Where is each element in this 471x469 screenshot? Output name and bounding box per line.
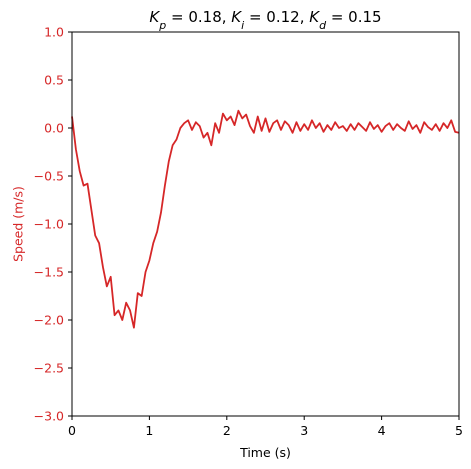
x-tick-label: 3 bbox=[300, 423, 308, 438]
y-tick-label: −3.0 bbox=[34, 409, 64, 424]
y-tick-label: −2.0 bbox=[34, 313, 64, 328]
x-axis-ticks: 0 1 2 3 4 5 bbox=[68, 416, 463, 438]
x-tick-label: 5 bbox=[455, 423, 463, 438]
y-axis-label: Speed (m/s) bbox=[11, 186, 26, 262]
y-tick-label: −1.0 bbox=[34, 217, 64, 232]
y-tick-label: −2.5 bbox=[34, 361, 64, 376]
x-axis-label: Time (s) bbox=[239, 445, 291, 460]
y-tick-label: −1.5 bbox=[34, 265, 64, 280]
x-tick-label: 4 bbox=[378, 423, 386, 438]
y-tick-label: 0.5 bbox=[44, 73, 64, 88]
y-tick-label: 1.0 bbox=[44, 25, 64, 40]
x-tick-label: 0 bbox=[68, 423, 76, 438]
x-tick-label: 1 bbox=[145, 423, 153, 438]
y-tick-label: −0.5 bbox=[34, 169, 64, 184]
series-line-0 bbox=[71, 109, 460, 329]
y-tick-label: 0.0 bbox=[44, 121, 64, 136]
chart-title: Kp = 0.18, Ki = 0.12, Kd = 0.15 bbox=[149, 8, 381, 32]
x-tick-label: 2 bbox=[223, 423, 231, 438]
y-axis-ticks: 1.0 0.5 0.0 −0.5 −1.0 −1.5 −2.0 −2.5 −3.0 bbox=[34, 25, 72, 424]
